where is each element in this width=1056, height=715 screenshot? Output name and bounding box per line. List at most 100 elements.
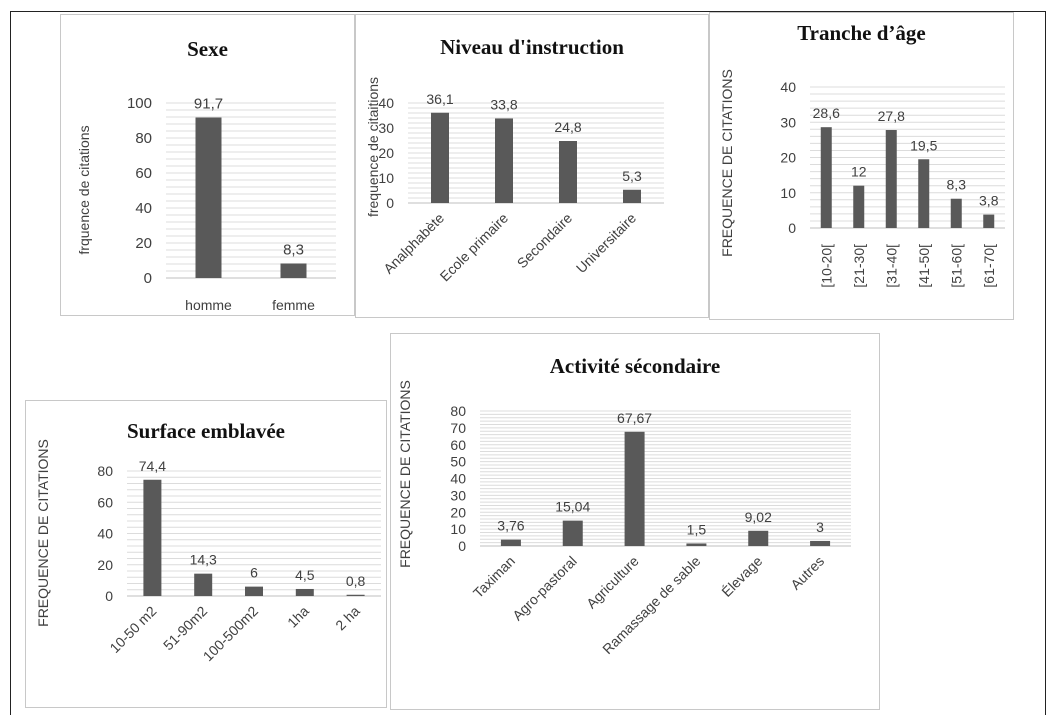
chart-title-tranche: Tranche d’âge <box>797 21 926 45</box>
y-tick-label: 20 <box>97 557 113 573</box>
chart-panel-sexe: Sexe 0 20 40 60 80 100 frquence de citations 91… <box>60 14 355 316</box>
y-tick-label: 60 <box>135 165 152 182</box>
y-tick-label: 10 <box>450 521 466 537</box>
chart-panel-activite: Activité sécondaire 0 10 20 30 40 50 60 70 80 FRE… <box>390 333 880 710</box>
y-tick-label: 40 <box>378 95 394 111</box>
y-tick-label: 60 <box>97 494 113 510</box>
x-tick-label: 10-50 m2 <box>106 603 159 656</box>
y-axis-label: FREQUENCE DE CITATIONS <box>719 69 735 257</box>
y-tick-label: 40 <box>135 200 152 217</box>
y-tick-label: 20 <box>450 504 466 520</box>
data-label: 74,4 <box>139 458 166 474</box>
x-tick-label: 2 ha <box>332 603 363 634</box>
data-label: 27,8 <box>878 108 905 124</box>
x-tick-label: [41-50[ <box>916 244 932 288</box>
chart-title-sexe: Sexe <box>187 37 228 61</box>
bar <box>500 539 521 546</box>
y-tick-label: 20 <box>780 150 796 166</box>
bar <box>194 573 213 596</box>
data-label: 3 <box>816 519 824 535</box>
bar <box>195 117 222 279</box>
y-axis-label: frequence de citaitions <box>365 77 381 217</box>
bar <box>295 588 314 596</box>
y-tick-label: 30 <box>378 120 394 136</box>
frame-top-line <box>10 11 1046 12</box>
x-tick-label: Ecole primaire <box>437 210 512 285</box>
bar <box>820 127 832 228</box>
frame-right-line <box>1045 11 1046 715</box>
y-tick-label: 40 <box>97 526 113 542</box>
y-tick-label: 80 <box>450 403 466 419</box>
bar <box>853 185 865 228</box>
x-tick-label: [61-70[ <box>981 244 997 288</box>
data-label: 6 <box>250 565 258 581</box>
data-label: 15,04 <box>555 499 590 515</box>
x-tick-label: femme <box>272 297 315 313</box>
bar <box>431 112 449 203</box>
y-tick-label: 40 <box>450 471 466 487</box>
x-tick-label: 1ha <box>284 603 312 631</box>
data-label: 8,3 <box>947 177 967 193</box>
chart-svg-tranche: 0 10 20 30 40 FREQUENCE DE CITATIONS 28,6 [10-2… <box>719 69 1005 288</box>
bar <box>810 540 831 546</box>
y-tick-label: 10 <box>780 185 796 201</box>
y-axis-label: frquence de citations <box>76 125 92 254</box>
data-label: 5,3 <box>622 168 642 184</box>
y-axis-label: FREQUENCE DE CITATIONS <box>35 439 51 627</box>
y-tick-label: 100 <box>127 95 152 112</box>
chart-panel-niveau: Niveau d'instruction 0 10 20 30 40 frequence … <box>355 14 709 318</box>
x-tick-label: [21-30[ <box>851 244 867 288</box>
data-label: 9,02 <box>745 509 772 525</box>
chart-panel-surface: Surface emblavée 0 20 40 60 80 FREQUENCE DE C… <box>25 400 387 708</box>
x-tick-label: Autres <box>787 553 827 593</box>
data-label: 24,8 <box>554 119 581 135</box>
data-label: 8,3 <box>283 241 304 258</box>
data-label: 14,3 <box>190 552 217 568</box>
bar <box>280 263 307 278</box>
x-tick-label: Agro-pastoral <box>509 553 580 624</box>
y-tick-label: 80 <box>135 130 152 147</box>
x-tick-label: homme <box>185 297 232 313</box>
bar <box>918 159 930 228</box>
x-tick-label: Taximan <box>470 553 518 601</box>
x-tick-label: [31-40[ <box>883 244 899 288</box>
bar <box>495 118 513 203</box>
data-label: 12 <box>851 164 867 180</box>
y-tick-label: 0 <box>144 270 152 287</box>
y-tick-label: 30 <box>450 487 466 503</box>
bar <box>686 543 707 546</box>
x-tick-label: Universitaire <box>573 210 639 276</box>
bar <box>950 198 962 228</box>
y-tick-label: 30 <box>780 114 796 130</box>
data-label: 0,8 <box>346 573 366 589</box>
bar <box>346 594 365 596</box>
y-tick-label: 50 <box>450 454 466 470</box>
bar <box>885 130 897 228</box>
data-label: 36,1 <box>426 91 453 107</box>
data-label: 4,5 <box>295 567 315 583</box>
y-tick-label: 0 <box>386 195 394 211</box>
chart-title-activite: Activité sécondaire <box>549 354 721 378</box>
x-tick-label: 51-90m2 <box>160 603 211 654</box>
x-tick-label: Analphabète <box>380 210 447 277</box>
data-label: 91,7 <box>194 96 223 113</box>
data-label: 19,5 <box>910 137 937 153</box>
y-tick-label: 20 <box>135 235 152 252</box>
x-tick-label: Agriculture <box>583 553 642 612</box>
chart-panel-tranche: Tranche d’âge 0 10 20 30 40 FREQUENCE DE CITA… <box>709 12 1014 320</box>
data-label: 1,5 <box>687 521 707 537</box>
data-label: 28,6 <box>813 105 840 121</box>
chart-title-surface: Surface emblavée <box>126 419 286 443</box>
y-tick-label: 60 <box>450 437 466 453</box>
y-tick-label: 40 <box>780 79 796 95</box>
bar <box>748 530 769 546</box>
y-axis-label: FREQUENCE DE CITATIONS <box>397 380 413 568</box>
bar <box>559 141 577 203</box>
y-tick-label: 0 <box>105 588 113 604</box>
frame-left-line <box>10 11 11 715</box>
bar <box>623 189 641 203</box>
y-tick-label: 70 <box>450 420 466 436</box>
